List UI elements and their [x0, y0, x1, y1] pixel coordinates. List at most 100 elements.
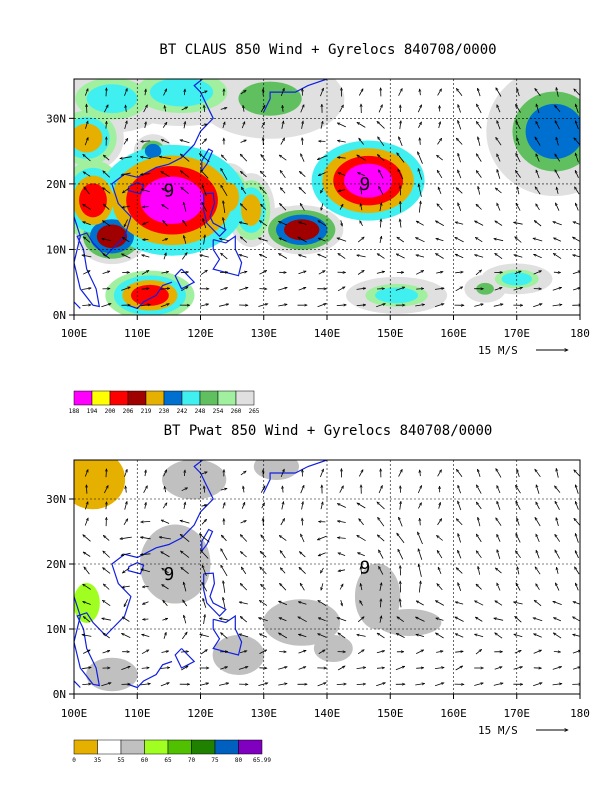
- wind-vector: [376, 668, 385, 669]
- wind-vector: [535, 121, 540, 129]
- wind-vector: [554, 170, 560, 179]
- wind-vector: [106, 88, 107, 97]
- wind-vector: [298, 667, 306, 670]
- colorbar-swatch: [191, 739, 216, 755]
- wind-vector: [377, 502, 385, 510]
- wind-vector: [496, 154, 501, 162]
- wind-vector: [575, 121, 579, 130]
- coastline: [127, 562, 145, 575]
- wind-vector: [493, 304, 503, 307]
- wind-vector: [279, 237, 287, 242]
- wind-vector: [162, 618, 167, 621]
- shaded-region: [130, 284, 169, 306]
- x-tick-label: 110E: [124, 327, 151, 340]
- wind-vector: [456, 469, 463, 477]
- wind-vector: [298, 271, 307, 275]
- wind-vector: [184, 502, 185, 509]
- wind-vector: [300, 105, 305, 113]
- wind-vector: [377, 535, 385, 542]
- wind-vector: [201, 202, 208, 212]
- wind-vector: [259, 253, 268, 259]
- wind-vector: [474, 304, 483, 307]
- wind-vector: [378, 517, 385, 527]
- wind-vector: [380, 616, 382, 623]
- wind-vector: [376, 683, 385, 687]
- y-tick-label: 20N: [46, 178, 66, 191]
- wind-vector: [337, 503, 346, 508]
- wind-vector: [533, 304, 542, 308]
- wind-vector: [574, 470, 580, 477]
- wind-vector: [204, 615, 205, 625]
- wind-vector: [241, 502, 246, 509]
- wind-vector: [164, 106, 165, 112]
- wind-vector: [83, 602, 91, 605]
- wind-vector: [202, 565, 207, 577]
- shaded-region: [375, 287, 419, 304]
- wind-vector: [455, 616, 464, 622]
- wind-vector: [142, 207, 149, 208]
- wind-vector: [552, 667, 562, 670]
- wind-vector: [456, 568, 463, 574]
- wind-vector: [359, 138, 364, 145]
- wind-vector: [220, 108, 227, 110]
- gyre-marker: 9: [163, 564, 174, 585]
- wind-vector: [416, 668, 424, 669]
- wind-vector: [358, 552, 365, 557]
- x-tick-label: 160E: [440, 327, 467, 340]
- wind-vector: [280, 88, 285, 97]
- wind-vector: [141, 141, 151, 142]
- wind-vector: [302, 502, 304, 510]
- wind-vector: [181, 287, 188, 292]
- wind-vector: [141, 174, 151, 175]
- wind-vector: [476, 551, 482, 559]
- wind-vector: [553, 652, 561, 653]
- wind-vector: [437, 550, 443, 559]
- wind-vector: [120, 156, 132, 159]
- wind-vector: [181, 666, 188, 671]
- wind-vector: [398, 517, 403, 527]
- wind-vector: [318, 552, 326, 557]
- wind-vector: [400, 501, 401, 510]
- wind-vector: [259, 221, 268, 227]
- wind-vector: [376, 651, 385, 654]
- colorbar-level-label: 200: [105, 408, 116, 415]
- wind-vector: [380, 236, 382, 244]
- wind-vector: [575, 153, 579, 163]
- wind-vector: [163, 470, 168, 477]
- wind-vector: [259, 633, 268, 638]
- wind-vector: [437, 204, 443, 211]
- colorbar-swatch: [238, 739, 263, 755]
- wind-vector: [280, 583, 287, 591]
- wind-vector: [321, 203, 324, 210]
- wind-vector: [200, 550, 209, 559]
- wind-vector: [397, 237, 405, 243]
- wind-vector: [300, 583, 305, 591]
- wind-vector: [337, 521, 346, 523]
- wind-vector: [420, 518, 421, 526]
- wind-vector: [420, 470, 421, 477]
- wind-vector: [476, 122, 482, 129]
- wind-vector: [145, 89, 146, 96]
- wind-vector: [163, 220, 168, 227]
- wind-vector: [496, 469, 502, 478]
- shaded-region: [283, 219, 320, 241]
- wind-vector: [221, 633, 228, 639]
- wind-vector: [418, 169, 423, 180]
- wind-vector: [535, 187, 541, 195]
- wind-vector: [476, 502, 482, 510]
- colorbar-level-label: 0: [72, 757, 76, 764]
- wind-vector: [339, 105, 344, 113]
- wind-vector: [299, 552, 306, 558]
- wind-vector: [101, 304, 111, 308]
- wind-vector: [534, 600, 542, 607]
- wind-vector: [317, 155, 327, 160]
- wind-vector: [398, 137, 403, 147]
- wind-vector: [221, 535, 227, 542]
- wind-vector: [400, 599, 401, 608]
- wind-vector: [476, 104, 482, 114]
- wind-vector: [516, 105, 521, 113]
- wind-vector: [536, 550, 540, 559]
- wind-vector: [159, 537, 171, 540]
- wind-vector: [400, 121, 401, 130]
